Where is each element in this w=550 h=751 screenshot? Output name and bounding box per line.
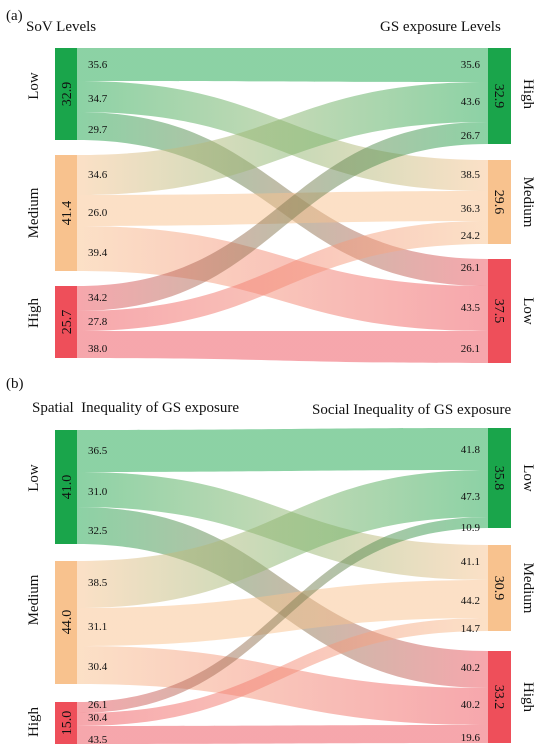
panel-b: (b) Spatial Inequality of GS exposure So… xyxy=(6,376,536,746)
panel-a-right-node-high xyxy=(488,48,511,144)
flow-medium-to-high xyxy=(77,646,488,725)
panel-a-flow-label: 26.7 xyxy=(461,130,481,142)
panel-b-flow-label: 41.8 xyxy=(461,444,481,456)
panel-b-left-title: Spatial Inequality of GS exposure xyxy=(32,400,239,416)
panel-a-left-node-medium xyxy=(55,155,77,271)
panel-a-right-label-low: Low xyxy=(520,297,536,325)
panel-a-flow-label: 39.4 xyxy=(88,247,108,259)
flow-high-to-low xyxy=(77,331,488,363)
flow-high-to-high xyxy=(77,725,488,744)
panel-a-right-label-high: High xyxy=(520,79,536,110)
panel-b-flow-label: 10.9 xyxy=(461,522,481,534)
panel-a-right-node-high-value: 32.9 xyxy=(491,84,506,109)
flow-low-to-low xyxy=(77,428,488,472)
panel-a-left-node-high xyxy=(55,286,77,358)
panel-a-flow-label: 38.5 xyxy=(461,169,481,181)
panel-a-right-node-medium xyxy=(488,160,511,244)
panel-b-left-label-high: High xyxy=(26,707,42,738)
panel-b-right-label-high: High xyxy=(520,682,536,713)
panel-b-right-label-medium: Medium xyxy=(520,563,536,614)
panel-a-flow-label: 34.6 xyxy=(88,169,108,181)
flow-high-to-medium xyxy=(77,221,488,331)
panel-a-label: (a) xyxy=(6,8,23,24)
panel-b-left-node-high-value: 15.0 xyxy=(60,711,75,736)
panel-a-flow-label: 35.6 xyxy=(88,59,108,71)
panel-a-right-node-medium-value: 29.6 xyxy=(491,190,506,215)
panel-b-flow-label: 31.0 xyxy=(88,486,108,498)
panel-a-flow-label: 35.6 xyxy=(461,59,481,71)
panel-b-right-node-high xyxy=(488,651,511,743)
panel-a-flow-label: 43.5 xyxy=(461,302,481,314)
panel-a-left-label-medium: Medium xyxy=(26,187,42,238)
panel-b-left-node-low-value: 41.0 xyxy=(60,475,75,500)
panel-a-right-node-low-value: 37.5 xyxy=(491,299,506,324)
panel-a-flow-label: 27.8 xyxy=(88,316,108,328)
panel-b-flow-label: 32.5 xyxy=(88,525,108,537)
panel-b-right-node-high-value: 33.2 xyxy=(491,685,506,710)
panel-a-left-title: SoV Levels xyxy=(26,19,96,35)
panel-a-left-node-low xyxy=(55,48,77,140)
panel-a-flow-label: 26.1 xyxy=(461,343,480,355)
panel-a-flow-label: 38.0 xyxy=(88,343,108,355)
panel-b-flow-label: 30.4 xyxy=(88,661,108,673)
panel-b-right-node-medium-value: 30.9 xyxy=(491,576,506,601)
panel-b-flow-label: 41.1 xyxy=(461,556,480,568)
panel-a-right-label-medium: Medium xyxy=(520,177,536,228)
panel-b-right-label-low: Low xyxy=(520,464,536,492)
panel-a-right-node-low xyxy=(488,259,511,363)
panel-a-flow-label: 29.7 xyxy=(88,124,108,136)
panel-b-right-node-low xyxy=(488,428,511,528)
panel-a-flow-label: 26.0 xyxy=(88,207,108,219)
panel-b-left-node-high xyxy=(55,702,77,744)
flow-high-to-medium xyxy=(77,618,488,726)
panel-b-left-label-medium: Medium xyxy=(26,574,42,625)
flow-high-to-high xyxy=(77,122,488,311)
panel-a-right-title: GS exposure Levels xyxy=(380,19,501,35)
panel-b-flow-label: 44.2 xyxy=(461,595,480,607)
panel-a-left-label-high: High xyxy=(26,298,42,329)
panel-b-flow-label: 14.7 xyxy=(461,623,481,635)
flow-medium-to-low xyxy=(77,470,488,608)
panel-b-flow-label: 47.3 xyxy=(461,491,481,503)
panel-b-left-node-low xyxy=(55,430,77,544)
panel-b-flows xyxy=(77,428,488,744)
panel-b-right-node-low-value: 35.8 xyxy=(491,466,506,491)
panel-b-flow-label: 43.5 xyxy=(88,734,108,746)
panel-a-flow-label: 36.3 xyxy=(461,203,481,215)
panel-b-flow-label: 31.1 xyxy=(88,621,107,633)
panel-b-flow-label: 30.4 xyxy=(88,712,108,724)
panel-b-flow-label: 40.2 xyxy=(461,662,480,674)
panel-a-flow-label: 43.6 xyxy=(461,96,481,108)
panel-a-left-node-low-value: 32.9 xyxy=(60,82,75,107)
panel-a-left-label-low: Low xyxy=(26,72,42,100)
panel-b-flow-label: 40.2 xyxy=(461,699,480,711)
panel-a: (a) SoV Levels GS exposure Levels 32.9 4… xyxy=(6,8,536,363)
panel-a-flow-label: 34.2 xyxy=(88,292,107,304)
panel-a-flows xyxy=(77,48,488,363)
panel-a-left-node-medium-value: 41.4 xyxy=(60,201,75,226)
panel-a-left-node-high-value: 25.7 xyxy=(60,310,75,335)
panel-b-left-node-medium xyxy=(55,561,77,684)
panel-b-flow-label: 36.5 xyxy=(88,445,108,457)
flow-medium-to-high xyxy=(77,82,488,195)
panel-b-flow-label: 26.1 xyxy=(88,699,107,711)
panel-b-left-label-low: Low xyxy=(26,464,42,492)
panel-b-label: (b) xyxy=(6,376,24,392)
panel-a-flow-label: 34.7 xyxy=(88,93,108,105)
panel-a-flow-label: 24.2 xyxy=(461,230,480,242)
panel-b-flow-label: 19.6 xyxy=(461,732,481,744)
panel-a-flow-label: 26.1 xyxy=(461,262,480,274)
panel-b-right-node-medium xyxy=(488,545,511,631)
flow-high-to-low xyxy=(77,517,488,713)
flow-low-to-high xyxy=(77,48,488,82)
panel-b-flow-label: 38.5 xyxy=(88,577,108,589)
panel-b-left-node-medium-value: 44.0 xyxy=(60,610,75,635)
panel-b-right-title: Social Inequality of GS exposure xyxy=(312,402,511,418)
